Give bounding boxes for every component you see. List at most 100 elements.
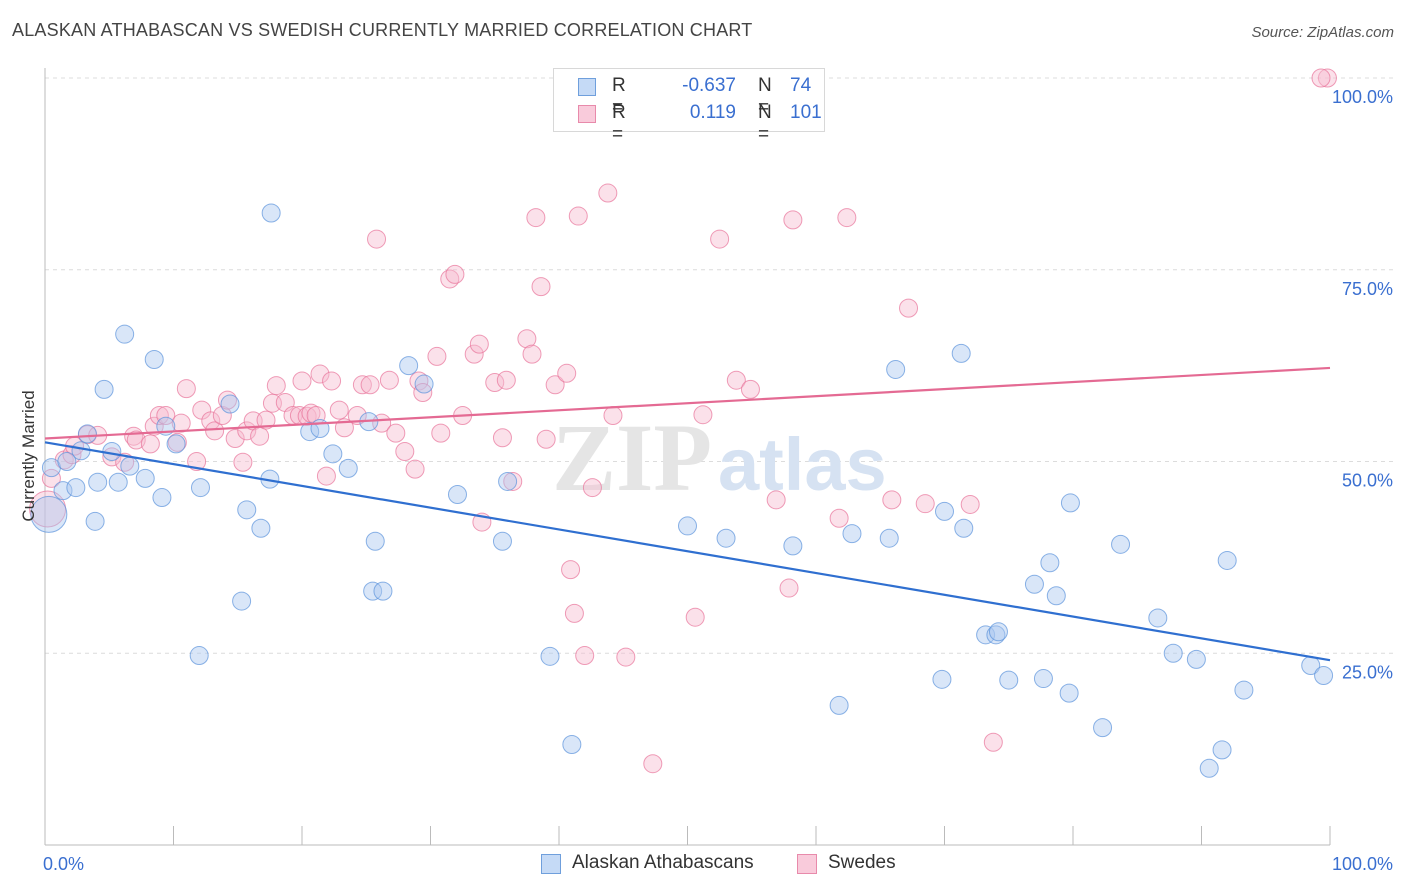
swedes-point — [561, 560, 581, 580]
swedes-point — [915, 494, 935, 514]
athabascan-point — [716, 528, 736, 548]
swedes-trend-line — [44, 366, 1331, 440]
athabascan-point — [447, 484, 467, 504]
athabascan-point — [57, 452, 77, 471]
athabascan-points — [30, 203, 1334, 778]
y-tick-label: 50.0% — [1342, 471, 1393, 491]
swedes-point — [256, 410, 276, 430]
legend-n-label: N = — [758, 102, 772, 145]
athabascan-point — [886, 359, 906, 379]
y-tick-label: 100.0% — [1332, 87, 1393, 107]
swedes-point — [603, 405, 623, 425]
athabascan-point — [88, 472, 108, 492]
swedes-point — [140, 434, 160, 454]
swedes-point — [409, 371, 429, 391]
swedes-point — [445, 264, 465, 284]
athabascan-point — [115, 324, 135, 344]
athabascan-point — [373, 581, 393, 601]
swedes-point — [167, 432, 187, 452]
swedes-point — [395, 442, 415, 462]
athabascan-point — [323, 444, 343, 464]
athabascan-point — [232, 591, 252, 611]
swedes-point — [187, 452, 207, 471]
swedes-point — [575, 646, 595, 666]
athabascan-point — [976, 625, 996, 645]
athabascan-point — [842, 524, 862, 544]
watermark-zip: ZIP — [552, 404, 712, 511]
athabascan-point — [932, 669, 952, 689]
swedes-point — [496, 370, 516, 390]
athabascan-point — [338, 458, 358, 478]
athabascan-trend-line — [44, 441, 1331, 662]
athabascan-point — [1093, 718, 1113, 738]
swedes-point — [485, 372, 505, 392]
swedes-point — [517, 329, 537, 349]
swedes-point — [386, 423, 406, 443]
athabascan-point — [1148, 608, 1168, 628]
watermark-atlas: atlas — [718, 423, 887, 506]
swedes-point — [783, 210, 803, 230]
athabascan-point — [66, 478, 86, 498]
athabascan-point — [829, 695, 849, 715]
swedes-point — [469, 334, 489, 354]
tick-labels: 25.0% 50.0% 75.0% 100.0% 0.0% 100.0% — [43, 87, 1393, 874]
swedes-point — [983, 732, 1003, 752]
athabascan-point — [190, 478, 210, 498]
bottom-legend-swatch-swedes — [797, 854, 817, 874]
swedes-point — [176, 379, 196, 399]
swedes-point — [710, 229, 730, 249]
trend-lines — [44, 366, 1331, 662]
swedes-point — [405, 459, 425, 479]
swedes-point — [693, 405, 713, 425]
athabascan-point — [1186, 649, 1206, 669]
athabascan-point — [1059, 683, 1079, 703]
swedes-point — [126, 430, 146, 450]
y-tick-label: 25.0% — [1342, 662, 1393, 682]
swedes-point — [379, 370, 399, 390]
swedes-point — [464, 344, 484, 364]
swedes-point — [310, 364, 330, 384]
swedes-point — [347, 405, 367, 425]
swedes-point — [829, 508, 849, 528]
swedes-point — [837, 208, 857, 228]
swedes-point — [431, 423, 451, 443]
swedes-point — [531, 277, 551, 297]
athabascan-point — [251, 518, 271, 538]
bottom-legend-label-swedes: Swedes — [828, 852, 896, 873]
legend-n-label: N = — [758, 75, 772, 118]
athabascan-point — [540, 646, 560, 666]
swedes-point — [149, 405, 169, 425]
x-tick-label: 100.0% — [1332, 854, 1393, 874]
swedes-point — [643, 754, 663, 774]
athabascan-point — [498, 471, 518, 491]
swedes-point — [557, 363, 577, 383]
swedes-point — [1317, 68, 1337, 88]
legend-r-value: 0.119 — [689, 102, 736, 123]
swedes-point — [526, 208, 546, 228]
athabascan-point — [365, 531, 385, 551]
athabascan-point — [300, 422, 320, 442]
athabascan-point — [1314, 665, 1334, 685]
swedes-point — [115, 452, 135, 472]
swedes-point — [233, 452, 253, 472]
legend-swatch-swedes — [578, 105, 596, 123]
x-tick-label: 0.0% — [43, 854, 84, 874]
athabascan-point — [53, 481, 73, 501]
swedes-point — [536, 429, 556, 449]
correlation-legend: R = -0.637 N = 74 R = 0.119 N = 101 — [553, 68, 825, 145]
athabascan-point — [220, 394, 240, 414]
swedes-point — [1311, 68, 1331, 88]
athabascan-point — [144, 349, 164, 369]
swedes-point — [316, 466, 336, 486]
athabascan-point — [783, 536, 803, 556]
athabascan-point — [1199, 758, 1219, 778]
swedes-point — [522, 344, 542, 364]
athabascan-point — [152, 488, 172, 508]
athabascan-point — [189, 646, 209, 666]
athabascan-point — [414, 374, 434, 394]
swedes-point — [766, 490, 786, 510]
athabascan-point — [108, 472, 128, 492]
athabascan-point — [1060, 493, 1080, 513]
swedes-point — [568, 206, 588, 226]
